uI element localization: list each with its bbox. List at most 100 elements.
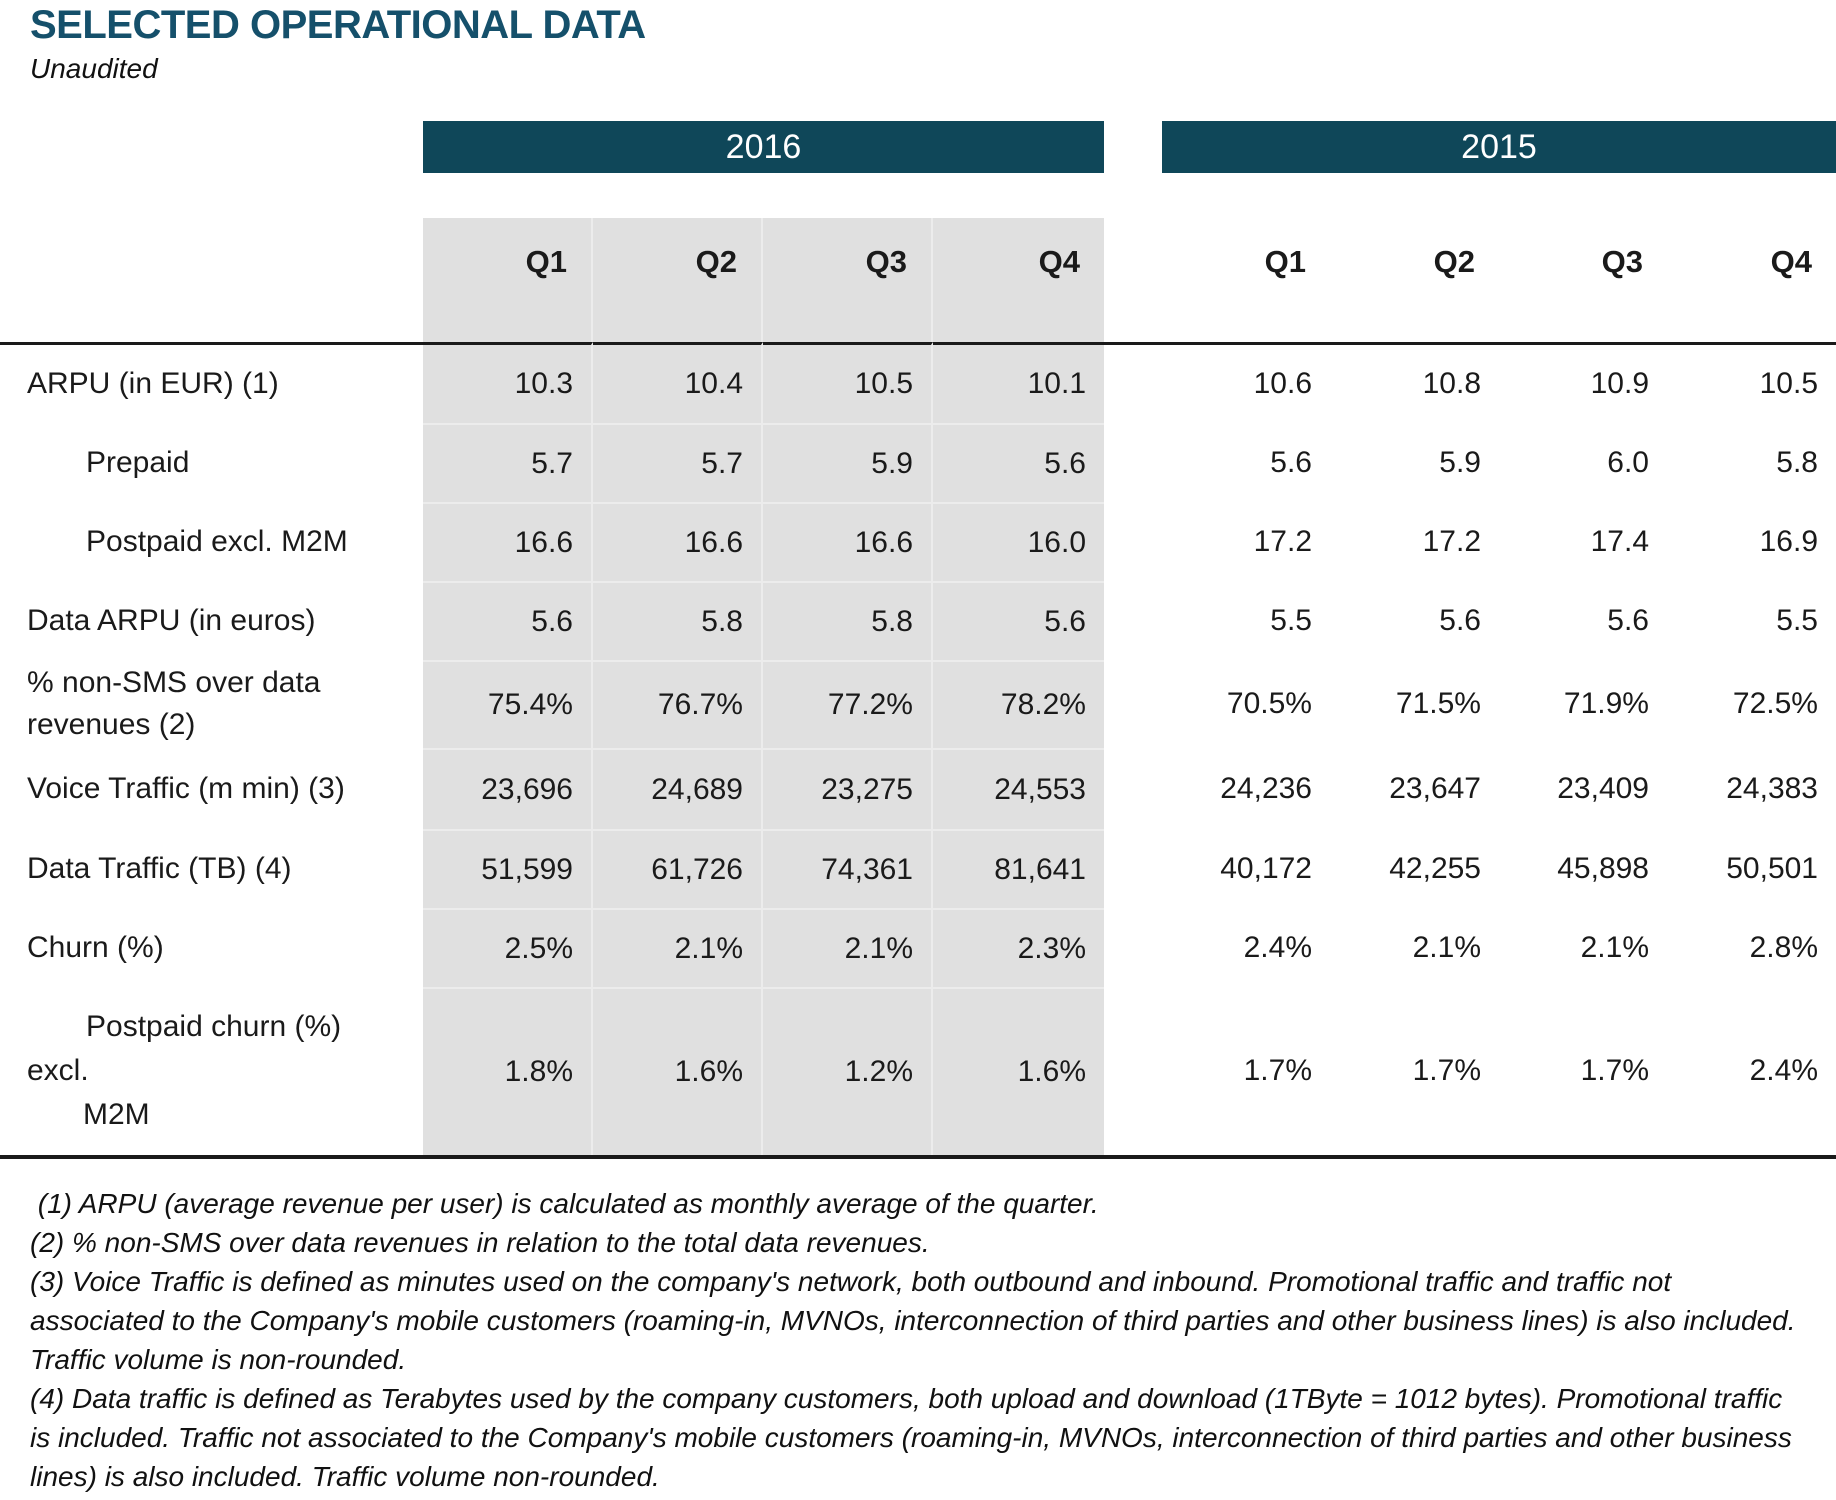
cell-postpaid-2015-q1: 17.2 xyxy=(1253,524,1312,558)
group-gap xyxy=(1104,829,1162,908)
cell-data-traffic-2015-q3: 45,898 xyxy=(1557,851,1649,885)
cell-voice-2016-q1: 23,696 xyxy=(423,748,593,829)
page-title: SELECTED OPERATIONAL DATA xyxy=(30,3,646,47)
cell-prepaid-2016-q3: 5.9 xyxy=(763,423,933,502)
group-gap xyxy=(1104,660,1162,748)
cell-voice-2016-q4: 24,553 xyxy=(933,748,1104,829)
row-label-voice-traffic: Voice Traffic (m min) (3) xyxy=(27,771,345,805)
quarter-header-2016-q4: Q4 xyxy=(933,218,1104,342)
cell-voice-2015-q3: 23,409 xyxy=(1557,771,1649,805)
row-label-non-sms: % non-SMS over data revenues (2) xyxy=(27,666,321,741)
cell-postpaid-churn-2016-q4: 1.6% xyxy=(933,987,1104,1155)
cell-arpu-2015-q4: 10.5 xyxy=(1667,342,1836,423)
cell-prepaid-2015-q4: 5.8 xyxy=(1776,445,1818,479)
quarter-header-2016-q2: Q2 xyxy=(593,218,763,342)
cell-postpaid-churn-2015-q4: 2.4% xyxy=(1749,1054,1818,1087)
group-gap xyxy=(1104,748,1162,829)
group-gap xyxy=(1104,908,1162,987)
row-label-data-traffic: Data Traffic (TB) (4) xyxy=(27,851,292,885)
row-label-data-arpu: Data ARPU (in euros) xyxy=(27,603,316,637)
operational-data-table: Q1 Q2 Q3 Q4 Q1 Q2 Q3 Q4 ARPU (in EUR) (1… xyxy=(0,218,1836,1159)
group-gap xyxy=(1104,987,1162,1155)
cell-churn-2016-q2: 2.1% xyxy=(593,908,763,987)
cell-postpaid-2016-q1: 16.6 xyxy=(423,502,593,581)
cell-non-sms-2015-q3: 71.9% xyxy=(1563,687,1649,720)
quarter-header-2015-q2: Q2 xyxy=(1433,244,1475,279)
footnote-1: (1) ARPU (average revenue per user) is c… xyxy=(30,1188,1099,1219)
cell-data-traffic-2016-q3: 74,361 xyxy=(763,829,933,908)
quarter-header-2016-q3: Q3 xyxy=(763,218,933,342)
cell-non-sms-2016-q1: 75.4% xyxy=(423,660,593,748)
quarter-header-2016-q1: Q1 xyxy=(423,218,593,342)
cell-non-sms-2016-q2: 76.7% xyxy=(593,660,763,748)
row-label-arpu: ARPU (in EUR) (1) xyxy=(0,342,423,423)
cell-postpaid-churn-2016-q2: 1.6% xyxy=(593,987,763,1155)
cell-churn-2015-q1: 2.4% xyxy=(1243,930,1312,964)
cell-non-sms-2015-q1: 70.5% xyxy=(1226,687,1312,720)
cell-voice-2015-q4: 24,383 xyxy=(1726,771,1818,805)
cell-churn-2015-q3: 2.1% xyxy=(1580,930,1649,964)
cell-data-traffic-2015-q2: 42,255 xyxy=(1389,851,1481,885)
cell-data-traffic-2016-q1: 51,599 xyxy=(423,829,593,908)
cell-non-sms-2015-q2: 71.5% xyxy=(1395,687,1481,720)
cell-arpu-2015-q2: 10.8 xyxy=(1330,342,1499,423)
cell-data-traffic-2016-q2: 61,726 xyxy=(593,829,763,908)
cell-arpu-2016-q1: 10.3 xyxy=(423,342,593,423)
cell-postpaid-2015-q3: 17.4 xyxy=(1590,524,1649,558)
cell-churn-2015-q4: 2.8% xyxy=(1749,930,1818,964)
row-label-postpaid-churn: Postpaid churn (%) excl. M2M xyxy=(27,1010,342,1131)
cell-prepaid-2015-q2: 5.9 xyxy=(1439,445,1481,479)
cell-arpu-2015-q1: 10.6 xyxy=(1162,342,1330,423)
cell-data-arpu-2015-q4: 5.5 xyxy=(1776,603,1818,637)
cell-data-traffic-2016-q4: 81,641 xyxy=(933,829,1104,908)
year-header-2015: 2015 xyxy=(1162,121,1836,173)
cell-arpu-2016-q2: 10.4 xyxy=(593,342,763,423)
cell-non-sms-2015-q4: 72.5% xyxy=(1732,687,1818,720)
row-label-churn: Churn (%) xyxy=(27,930,164,964)
cell-postpaid-churn-2015-q2: 1.7% xyxy=(1412,1054,1481,1087)
cell-arpu-2016-q3: 10.5 xyxy=(763,342,933,423)
cell-churn-2016-q3: 2.1% xyxy=(763,908,933,987)
cell-prepaid-2015-q1: 5.6 xyxy=(1270,445,1312,479)
cell-postpaid-churn-2016-q1: 1.8% xyxy=(423,987,593,1155)
cell-arpu-2016-q4: 10.1 xyxy=(933,342,1104,423)
cell-prepaid-2015-q3: 6.0 xyxy=(1607,445,1649,479)
cell-data-traffic-2015-q1: 40,172 xyxy=(1220,851,1312,885)
quarter-header-2015-q4: Q4 xyxy=(1770,244,1812,279)
group-gap xyxy=(1104,423,1162,502)
cell-data-arpu-2016-q2: 5.8 xyxy=(593,581,763,660)
year-header-2016: 2016 xyxy=(423,121,1104,173)
group-gap xyxy=(1104,342,1162,423)
cell-postpaid-2016-q3: 16.6 xyxy=(763,502,933,581)
cell-prepaid-2016-q4: 5.6 xyxy=(933,423,1104,502)
footnotes-block: (1) ARPU (average revenue per user) is c… xyxy=(30,1184,1800,1496)
cell-churn-2016-q4: 2.3% xyxy=(933,908,1104,987)
cell-non-sms-2016-q4: 78.2% xyxy=(933,660,1104,748)
cell-non-sms-2016-q3: 77.2% xyxy=(763,660,933,748)
group-gap xyxy=(1104,502,1162,581)
group-gap xyxy=(1104,218,1162,342)
cell-data-arpu-2016-q1: 5.6 xyxy=(423,581,593,660)
quarter-header-2015-q3: Q3 xyxy=(1601,244,1643,279)
cell-data-arpu-2015-q1: 5.5 xyxy=(1270,603,1312,637)
cell-postpaid-2016-q4: 16.0 xyxy=(933,502,1104,581)
cell-postpaid-churn-2015-q3: 1.7% xyxy=(1580,1054,1649,1087)
footnote-4: (4) Data traffic is defined as Terabytes… xyxy=(30,1383,1800,1492)
footnote-2: (2) % non-SMS over data revenues in rela… xyxy=(30,1227,930,1258)
row-label-postpaid: Postpaid excl. M2M xyxy=(86,524,348,558)
cell-data-arpu-2015-q2: 5.6 xyxy=(1439,603,1481,637)
quarter-header-2015-q1: Q1 xyxy=(1264,244,1306,279)
cell-prepaid-2016-q2: 5.7 xyxy=(593,423,763,502)
cell-arpu-2015-q3: 10.9 xyxy=(1499,342,1667,423)
cell-postpaid-churn-2015-q1: 1.7% xyxy=(1243,1054,1312,1087)
cell-churn-2016-q1: 2.5% xyxy=(423,908,593,987)
cell-data-arpu-2016-q3: 5.8 xyxy=(763,581,933,660)
cell-data-arpu-2015-q3: 5.6 xyxy=(1607,603,1649,637)
cell-postpaid-churn-2016-q3: 1.2% xyxy=(763,987,933,1155)
cell-voice-2016-q2: 24,689 xyxy=(593,748,763,829)
cell-prepaid-2016-q1: 5.7 xyxy=(423,423,593,502)
page-subtitle: Unaudited xyxy=(30,53,158,84)
cell-voice-2016-q3: 23,275 xyxy=(763,748,933,829)
table-corner-cell xyxy=(0,218,423,342)
cell-postpaid-2015-q2: 17.2 xyxy=(1422,524,1481,558)
